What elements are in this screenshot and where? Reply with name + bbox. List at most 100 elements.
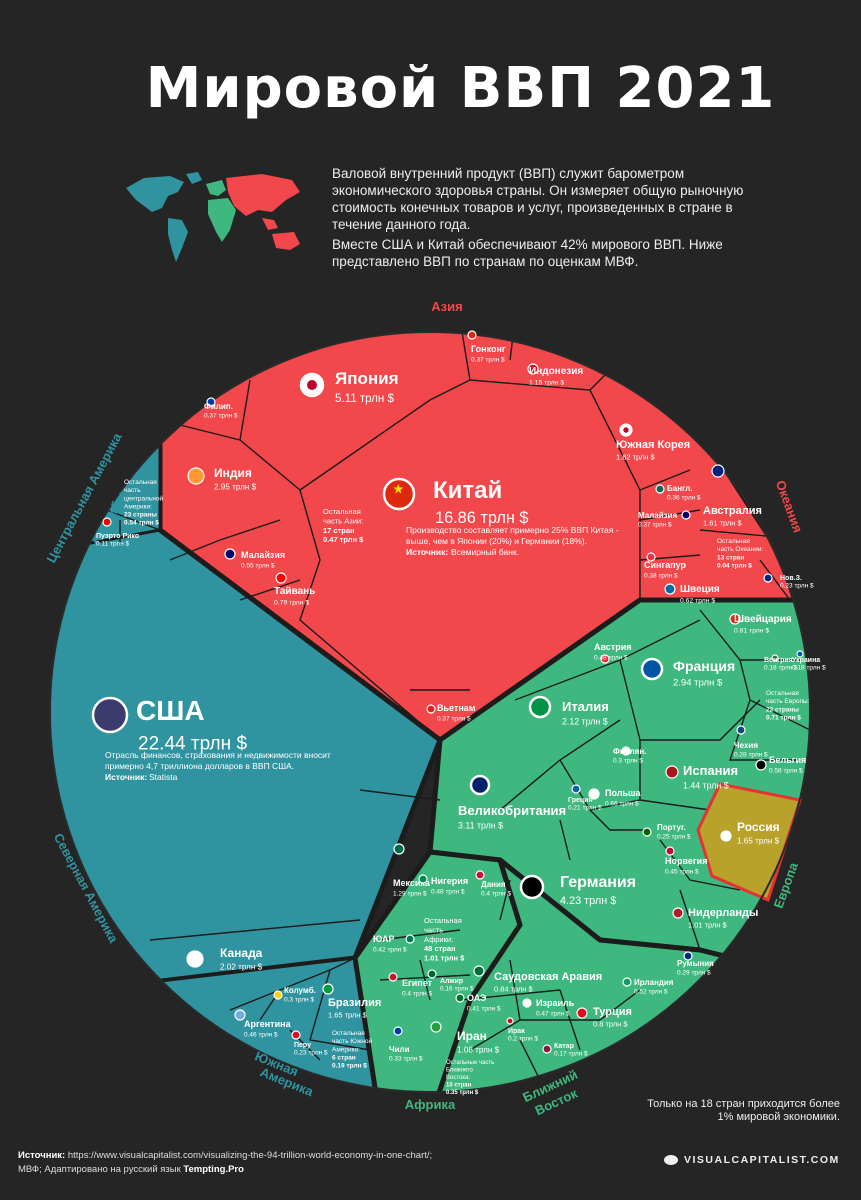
region-label-asia: Азия: [431, 299, 462, 314]
rest-label: часть: [424, 925, 443, 934]
flag-pe-icon: [291, 1030, 301, 1040]
country-value: 5.11 трлн $: [335, 393, 394, 405]
country-label: Ирландия: [634, 978, 674, 987]
flag-fi-icon: [621, 746, 631, 756]
usa-note-source: Источник:: [105, 772, 147, 782]
country-value: 0.17 трлн $: [554, 1050, 588, 1057]
country-value: 2.02 трлн $: [220, 963, 263, 972]
flag-us-icon: [91, 696, 129, 734]
country-value: 1.61 трлн $: [703, 519, 742, 528]
country-label: США: [136, 695, 205, 726]
rest-value: 0.04 трлн $: [717, 562, 752, 569]
rest-label: часть Южной: [332, 1037, 373, 1045]
country-label: Индонезия: [529, 366, 583, 377]
rest-label: часть Океании:: [717, 546, 763, 553]
country-label: Вьетнам: [437, 703, 476, 713]
region-label-oceania: Океания: [773, 478, 806, 534]
rest-value: 0.35 трлн $: [446, 1090, 479, 1096]
country-value: 0.4 трлн $: [481, 890, 511, 897]
country-label: Нов.З.: [780, 575, 802, 582]
flag-gr-icon: [571, 784, 581, 794]
country-value: 0.62 трлн $: [680, 598, 715, 605]
rest-label: Остальная: [766, 690, 799, 697]
country-value: 2.95 трлн $: [214, 483, 257, 492]
rest-label: Остальная: [424, 916, 462, 925]
flag-iq-icon: [506, 1017, 514, 1025]
country-label: Алжир: [440, 978, 463, 985]
country-value: 0.21 трлн $: [568, 804, 602, 811]
country-value: 0.36 трлн $: [667, 494, 701, 501]
country-label: Мексика: [393, 878, 431, 888]
rest-label: Востока:: [446, 1075, 470, 1081]
country-label: Аргентина: [244, 1019, 292, 1029]
country-value: 0.4 трлн $: [402, 990, 432, 997]
source-url[interactable]: https://www.visualcapitalist.com/visuali…: [67, 1150, 433, 1161]
usa-note-source-text: Statista: [149, 772, 178, 782]
rest-label: центральной: [124, 494, 163, 502]
rest-value: 0.47 трлн $: [323, 535, 364, 544]
flag-ca-icon: [186, 950, 204, 968]
footnote-18-countries: Только на 18 стран приходится более 1% м…: [647, 1098, 840, 1123]
flag-mx-icon: [393, 843, 405, 855]
flag-br-icon: [322, 983, 334, 995]
flag-ae-icon: [455, 993, 465, 1003]
country-label: Чехия: [734, 741, 758, 750]
country-value: 0.3 трлн $: [284, 996, 314, 1003]
country-label: Малайзия: [638, 511, 678, 520]
flag-ar-icon: [234, 1009, 246, 1021]
flag-es-icon: [665, 765, 679, 779]
country-label: Малайзия: [241, 550, 285, 560]
rest-label: Остальная: [323, 507, 361, 516]
country-label: Венгрия: [764, 657, 793, 664]
country-value: 0.37 трлн $: [437, 715, 471, 722]
country-label: Катар: [554, 1043, 574, 1050]
rest-label: часть Европы:: [766, 698, 810, 705]
flag-vn-icon: [426, 704, 436, 714]
country-value: 0.42 трлн $: [373, 946, 407, 953]
flag-sg-icon: [646, 552, 656, 562]
country-label: Ирак: [508, 1028, 525, 1035]
country-label: Бразилия: [328, 997, 381, 1009]
flag-no-icon: [665, 846, 675, 856]
country-label: Португ.: [657, 823, 686, 832]
flag-ie-icon: [622, 977, 632, 987]
country-label: Сингапур: [644, 560, 687, 570]
flag-ru-icon: [720, 830, 732, 842]
country-value: 0.81 трлн $: [734, 628, 769, 635]
country-label: Австрия: [594, 642, 632, 652]
country-label: Япония: [335, 369, 399, 388]
country-label: Дания: [481, 880, 506, 889]
country-label: Великобритания: [458, 803, 566, 818]
country-value: 0.28 трлн $: [734, 751, 768, 758]
country-value: 0.23 трлн $: [294, 1049, 328, 1056]
country-label: Швеция: [680, 584, 720, 595]
rest-count: 17 стран: [323, 526, 355, 535]
brand-logo: VISUALCAPITALIST.COM: [664, 1154, 840, 1166]
flag-pr-icon: [102, 517, 112, 527]
flag-ir-icon: [430, 1021, 442, 1033]
country-value: 0.2 трлн $: [508, 1035, 538, 1042]
country-label: Филип.: [204, 402, 233, 411]
rest-count: 48 стран: [424, 944, 456, 953]
country-label: Германия: [560, 874, 636, 891]
flag-ro-icon: [683, 951, 693, 961]
flag-hu-icon: [771, 654, 779, 662]
country-value: 4.23 трлн $: [560, 895, 616, 907]
flag-my-icon: [681, 510, 691, 520]
flag-tw-icon: [275, 572, 287, 584]
flag-id-icon: [527, 363, 539, 375]
country-value: 1.44 трлн $: [683, 781, 729, 791]
country-value: 1.65 трлн $: [737, 837, 780, 846]
country-label: Турция: [593, 1006, 632, 1018]
rest-count: 10 стран: [446, 1083, 472, 1089]
country-label: Швейцария: [734, 614, 792, 625]
country-value: 0.46 трлн $: [244, 1031, 278, 1038]
flag-tr-icon: [576, 1007, 588, 1019]
country-label: Бангл.: [667, 484, 692, 493]
country-label: Индия: [214, 466, 252, 480]
rest-count: 6 стран: [332, 1054, 356, 1061]
country-label: Италия: [562, 699, 609, 714]
china-note-source-text: Всемирный банк.: [451, 547, 519, 557]
flag-pl-icon: [588, 788, 600, 800]
